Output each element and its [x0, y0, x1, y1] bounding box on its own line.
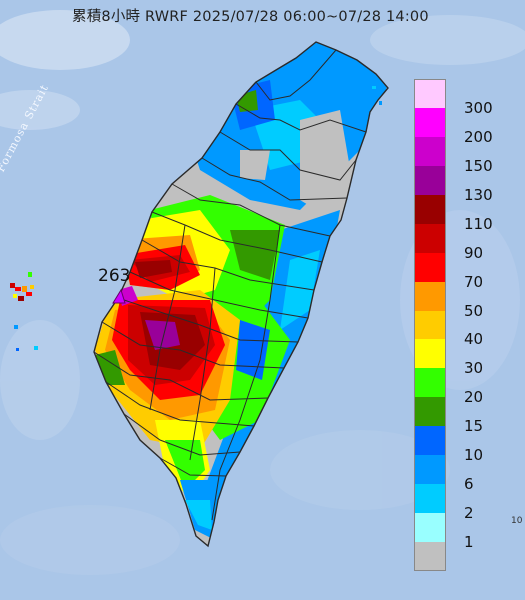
legend-swatch: [414, 79, 446, 108]
legend-label: 20: [464, 388, 484, 407]
legend-swatch: [414, 281, 446, 311]
max-value-label: 263: [98, 266, 131, 286]
legend-swatch: [414, 165, 446, 195]
county-boundaries: [93, 41, 389, 547]
legend-swatch: [414, 455, 446, 485]
legend-swatch: [414, 368, 446, 398]
legend-row: 30: [414, 339, 519, 377]
legend-row: 130: [414, 165, 519, 204]
legend-label: 110: [464, 214, 493, 233]
legend-swatch: [414, 397, 446, 427]
legend-row: [414, 542, 519, 571]
legend-swatch: [414, 484, 446, 514]
northeast-islets: [372, 86, 382, 105]
legend-row: 40: [414, 310, 519, 348]
legend-row: 1: [414, 513, 519, 551]
legend-swatch: [414, 310, 446, 340]
legend-label: 90: [464, 243, 484, 262]
legend-row: 300: [414, 79, 519, 117]
max-value-marker: [112, 288, 126, 304]
legend-row: 20: [414, 368, 519, 406]
legend-label: 1: [464, 533, 474, 552]
color-legend: 300 200 150 130 110 90 70 50 40 30 20 15 10 6 2 1: [414, 79, 519, 571]
legend-label: 150: [464, 156, 493, 175]
legend-row: 6: [414, 455, 519, 493]
legend-swatch: [414, 223, 446, 253]
legend-swatch: [414, 513, 446, 543]
legend-swatch: [414, 194, 446, 224]
legend-swatch: [414, 252, 446, 282]
legend-row: 110: [414, 194, 519, 233]
legend-label: 15: [464, 417, 484, 436]
offshore-islands: [10, 272, 38, 351]
legend-swatch: [414, 107, 446, 137]
legend-label: 70: [464, 272, 484, 291]
legend-row: 10: [414, 426, 519, 464]
legend-label: 10: [464, 446, 484, 465]
map-title: 累積8小時 RWRF 2025/07/28 06:00~07/28 14:00: [72, 9, 429, 25]
legend-row: 90: [414, 223, 519, 262]
legend-label: 6: [464, 475, 474, 494]
legend-label: 130: [464, 185, 493, 204]
edge-label: 10: [511, 516, 523, 526]
legend-label: 200: [464, 127, 493, 146]
legend-label: 50: [464, 301, 484, 320]
legend-label: 2: [464, 504, 474, 523]
legend-swatch: [414, 542, 446, 571]
legend-swatch: [414, 426, 446, 456]
legend-label: 30: [464, 359, 484, 378]
legend-label: 300: [464, 98, 493, 117]
legend-label: 40: [464, 330, 484, 349]
legend-row: 70: [414, 252, 519, 291]
legend-swatch: [414, 339, 446, 369]
legend-row: 50: [414, 281, 519, 320]
legend-swatch: [414, 136, 446, 166]
legend-row: 15: [414, 397, 519, 435]
legend-row: 2: [414, 484, 519, 522]
legend-row: 200: [414, 107, 519, 146]
legend-row: 150: [414, 136, 519, 175]
